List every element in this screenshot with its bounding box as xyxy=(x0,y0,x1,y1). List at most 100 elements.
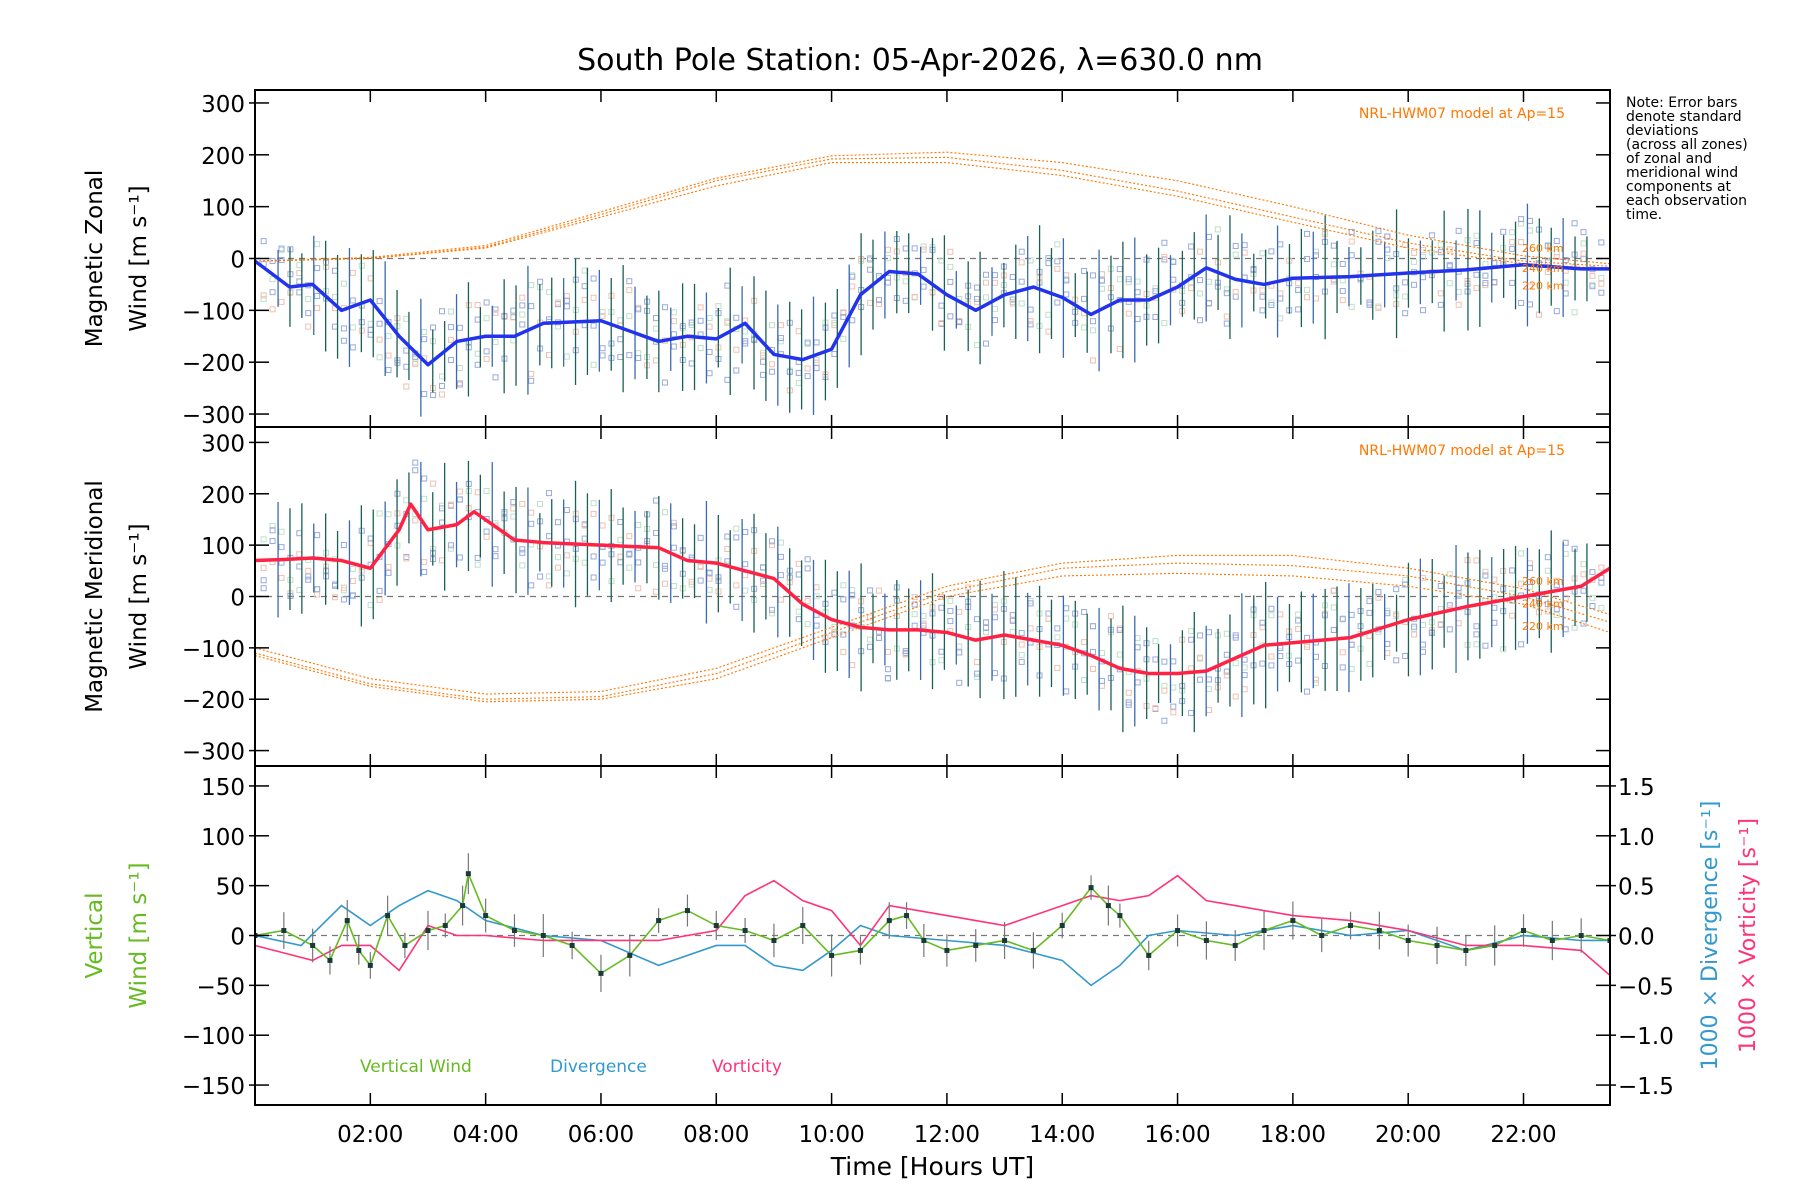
zone-sample-point xyxy=(376,354,383,361)
zone-sample-point xyxy=(1500,228,1507,235)
zone-sample-point xyxy=(1197,632,1204,639)
zone-sample-point xyxy=(1241,656,1248,663)
vertical-wind-point xyxy=(973,942,979,948)
legend-entry: Vorticity xyxy=(712,1057,782,1077)
zone-sample-point xyxy=(1268,302,1275,309)
zone-sample-point xyxy=(483,315,490,322)
zone-sample-point xyxy=(1268,662,1275,669)
y-tick-label: 100 xyxy=(201,534,245,560)
zone-sample-point xyxy=(1312,679,1319,686)
zone-sample-point xyxy=(1598,604,1605,611)
vertical-wind-point xyxy=(1290,918,1296,924)
zone-sample-point xyxy=(849,587,856,594)
zone-sample-point xyxy=(1259,624,1266,631)
vertical-wind-point xyxy=(1607,937,1610,943)
zone-sample-point xyxy=(296,289,303,296)
zone-sample-point xyxy=(599,559,606,566)
zone-sample-point xyxy=(1081,324,1088,331)
zone-sample-point xyxy=(974,295,981,302)
zone-sample-point xyxy=(840,313,847,320)
zone-sample-point xyxy=(1241,664,1248,671)
x-tick-label: 06:00 xyxy=(568,1122,634,1148)
zone-sample-point xyxy=(456,365,463,372)
zone-sample-point xyxy=(795,369,802,376)
zone-sample-point xyxy=(1518,641,1525,648)
zone-sample-point xyxy=(599,522,606,529)
model-altitude-label: 260 km xyxy=(1522,575,1564,588)
zone-sample-point xyxy=(1518,299,1525,306)
zone-sample-point xyxy=(1571,309,1578,316)
zone-sample-point xyxy=(590,361,597,368)
zone-sample-point xyxy=(653,497,660,504)
y-axis-title-line2: Wind [m s⁻¹] xyxy=(126,523,152,669)
y-tick-label: 0 xyxy=(230,925,245,951)
zone-sample-point xyxy=(661,565,668,572)
y-tick-label: −300 xyxy=(182,403,245,429)
vertical-wind-point xyxy=(1549,937,1555,943)
zone-sample-point xyxy=(1116,276,1123,283)
zone-sample-point xyxy=(483,533,490,540)
zone-sample-point xyxy=(447,542,454,549)
zone-sample-point xyxy=(314,586,321,593)
zone-sample-point xyxy=(1482,572,1489,579)
vertical-wind-point xyxy=(1434,942,1440,948)
zone-sample-point xyxy=(528,509,535,516)
zone-sample-point xyxy=(331,581,338,588)
vertical-wind-point xyxy=(483,913,489,919)
vertical-wind-point xyxy=(1405,937,1411,943)
vertical-wind-point xyxy=(310,942,316,948)
zone-sample-point xyxy=(1375,228,1382,235)
zone-sample-point xyxy=(1509,612,1516,619)
zone-sample-point xyxy=(260,577,267,584)
zone-sample-point xyxy=(1446,626,1453,633)
zone-sample-point xyxy=(1152,705,1159,712)
zone-sample-point xyxy=(546,352,553,359)
zone-sample-point xyxy=(1437,241,1444,248)
zone-sample-point xyxy=(331,594,338,601)
zone-sample-point xyxy=(911,611,918,618)
vertical-wind-point xyxy=(771,937,777,943)
zone-sample-point xyxy=(314,265,321,272)
zone-sample-point xyxy=(1161,320,1168,327)
zone-sample-point xyxy=(305,296,312,303)
zone-sample-point xyxy=(1188,636,1195,643)
zone-sample-point xyxy=(599,345,606,352)
zone-sample-point xyxy=(1482,642,1489,649)
zone-sample-point xyxy=(1090,665,1097,672)
zone-sample-point xyxy=(376,587,383,594)
zone-sample-point xyxy=(456,379,463,386)
zone-sample-point xyxy=(661,580,668,587)
zone-sample-point xyxy=(421,569,428,576)
zone-sample-point xyxy=(492,306,499,313)
zone-sample-point xyxy=(626,551,633,558)
zone-sample-point xyxy=(349,269,356,276)
panel-vertical: Vertical Wind Divergence Vorticity −1.5 −1.0… xyxy=(82,765,1761,1106)
zone-sample-point xyxy=(697,304,704,311)
zone-sample-point xyxy=(340,325,347,332)
zone-sample-point xyxy=(991,614,998,621)
vertical-wind-point xyxy=(569,942,575,948)
zone-sample-point xyxy=(1402,581,1409,588)
zone-sample-point xyxy=(1580,229,1587,236)
zone-sample-point xyxy=(590,322,597,329)
zone-sample-point xyxy=(902,278,909,285)
panels: NRL-HWM07 model at Ap=15 260 km 240 km 220 … xyxy=(82,89,1761,1181)
vertical-wind-point xyxy=(1261,928,1267,934)
y-tick-label: −100 xyxy=(182,299,245,325)
zone-sample-point xyxy=(795,608,802,615)
zone-sample-point xyxy=(1491,604,1498,611)
zone-sample-point xyxy=(403,347,410,354)
zone-sample-point xyxy=(314,292,321,299)
zone-sample-point xyxy=(528,282,535,289)
zone-sample-point xyxy=(599,308,606,315)
zone-sample-point xyxy=(1232,693,1239,700)
vertical-wind-point xyxy=(1463,947,1469,953)
vertical-wind-point xyxy=(684,908,690,914)
zone-sample-point xyxy=(867,636,874,643)
zone-sample-point xyxy=(269,522,276,529)
zone-sample-point xyxy=(1366,660,1373,667)
vertical-wind-point xyxy=(1002,937,1008,943)
zone-sample-point xyxy=(1295,280,1302,287)
zone-sample-point xyxy=(1312,295,1319,302)
zone-sample-point xyxy=(840,582,847,589)
